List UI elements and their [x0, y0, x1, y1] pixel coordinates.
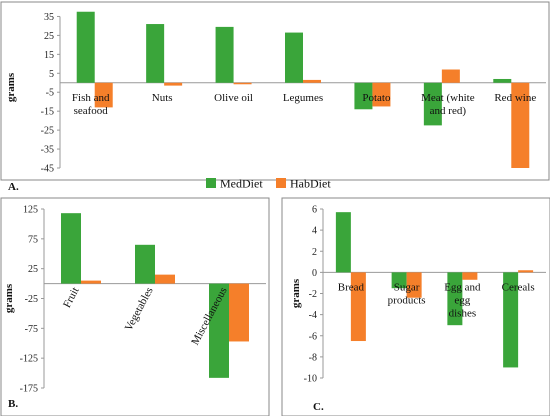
category-label: Nuts — [152, 92, 173, 104]
y-tick-label: -175 — [20, 384, 38, 395]
bar-meddiet — [215, 26, 234, 83]
y-tick-label: -25 — [25, 294, 38, 305]
bar-habdiet — [511, 82, 530, 168]
category-label: Potato — [362, 92, 391, 104]
bar-meddiet — [285, 32, 303, 83]
bar-meddiet — [135, 244, 155, 284]
bar-habdiet — [233, 82, 252, 85]
bar-meddiet — [146, 24, 165, 83]
bar-habdiet — [155, 274, 175, 284]
y-tick-label: -45 — [41, 164, 54, 175]
y-tick-label: 5 — [49, 69, 54, 80]
y-axis-label: grams — [5, 72, 17, 102]
category-label: egg — [454, 294, 470, 306]
bar-meddiet — [503, 272, 519, 368]
chart-panel-2: 125 75 25 -25 -75 -125 -175 grams B. Fruit Vegetab… — [0, 197, 270, 416]
y-tick-label: 25 — [44, 31, 54, 42]
panel-frame — [281, 197, 550, 416]
category-label: Olive oil — [214, 92, 253, 104]
category-label: Fruit — [61, 285, 82, 310]
panel-frame — [0, 1, 550, 181]
bar-meddiet — [209, 283, 229, 378]
bar-meddiet — [76, 11, 95, 83]
bar-meddiet — [493, 78, 512, 83]
legend: MedDiet HabDiet — [206, 177, 331, 191]
category-label: products — [388, 294, 426, 306]
category-label: seafood — [74, 105, 109, 117]
category-label: Cereals — [502, 281, 535, 293]
bar-meddiet — [423, 82, 442, 126]
y-tick-label: 15 — [44, 50, 54, 61]
bar-habdiet — [518, 270, 534, 273]
chart-panel-1: 35 25 15 5 -5 -15 -25 -35 -45 grams A. Fish andseaf… — [0, 1, 550, 193]
bar-habdiet — [164, 82, 183, 86]
panel-label: C. — [313, 401, 324, 413]
bar-meddiet — [335, 212, 351, 273]
y-tick-label: -8 — [309, 352, 317, 363]
category-label: Egg and — [444, 281, 481, 293]
bar-habdiet — [462, 272, 478, 280]
chart-panel-3: 6 4 2 0 -2 -4 -6 -8 -10 grams C. Bread Sugarproducts… — [281, 197, 550, 416]
bar-habdiet — [229, 283, 249, 342]
category-label: Fish and — [72, 92, 110, 104]
bar-meddiet — [354, 82, 373, 110]
y-axis-label: grams — [290, 278, 302, 308]
panel-label: A. — [8, 181, 19, 193]
bar-habdiet — [81, 280, 101, 284]
legend-label: HabDiet — [290, 177, 331, 191]
y-tick-label: 25 — [28, 264, 38, 275]
y-tick-label: -5 — [46, 88, 54, 99]
legend-label: MedDiet — [220, 177, 263, 191]
y-tick-label: -125 — [20, 354, 38, 365]
bar-habdiet — [372, 82, 391, 107]
y-tick-label: 2 — [312, 247, 317, 258]
y-tick-label: 75 — [28, 234, 38, 245]
category-label: and red) — [430, 105, 467, 117]
y-tick-label: -4 — [309, 310, 317, 321]
y-tick-label: 125 — [23, 205, 38, 216]
category-label: Bread — [338, 281, 365, 293]
category-label: Legumes — [283, 92, 323, 104]
legend-swatch-meddiet — [206, 178, 216, 188]
category-label: Red wine — [494, 92, 536, 104]
panel-label: B. — [8, 398, 18, 410]
y-axis-label: grams — [3, 283, 15, 313]
y-tick-label: -2 — [309, 289, 317, 300]
bar-habdiet — [441, 69, 460, 83]
y-tick-label: 35 — [44, 12, 54, 23]
y-tick-label: 0 — [312, 268, 317, 279]
legend-swatch-habdiet — [276, 178, 286, 188]
bar-habdiet — [94, 82, 113, 108]
y-tick-label: -10 — [304, 374, 317, 385]
bar-meddiet — [61, 213, 81, 284]
bar-meddiet — [391, 272, 407, 289]
bar-habdiet — [406, 272, 422, 298]
y-tick-label: -75 — [25, 324, 38, 335]
y-tick-label: -25 — [41, 126, 54, 137]
panel-frame — [0, 197, 270, 416]
category-label: Vegetables — [123, 285, 156, 333]
y-tick-label: 4 — [312, 226, 317, 237]
bar-habdiet — [350, 272, 366, 342]
y-tick-label: -35 — [41, 145, 54, 156]
category-label: dishes — [449, 307, 477, 319]
category-label: Meat (white — [421, 92, 475, 104]
bar-meddiet — [447, 272, 463, 326]
bar-habdiet — [303, 79, 321, 83]
y-tick-label: 6 — [312, 205, 317, 216]
y-tick-label: -6 — [309, 331, 317, 342]
y-tick-label: -15 — [41, 107, 54, 118]
category-label: Sugar — [394, 281, 420, 293]
